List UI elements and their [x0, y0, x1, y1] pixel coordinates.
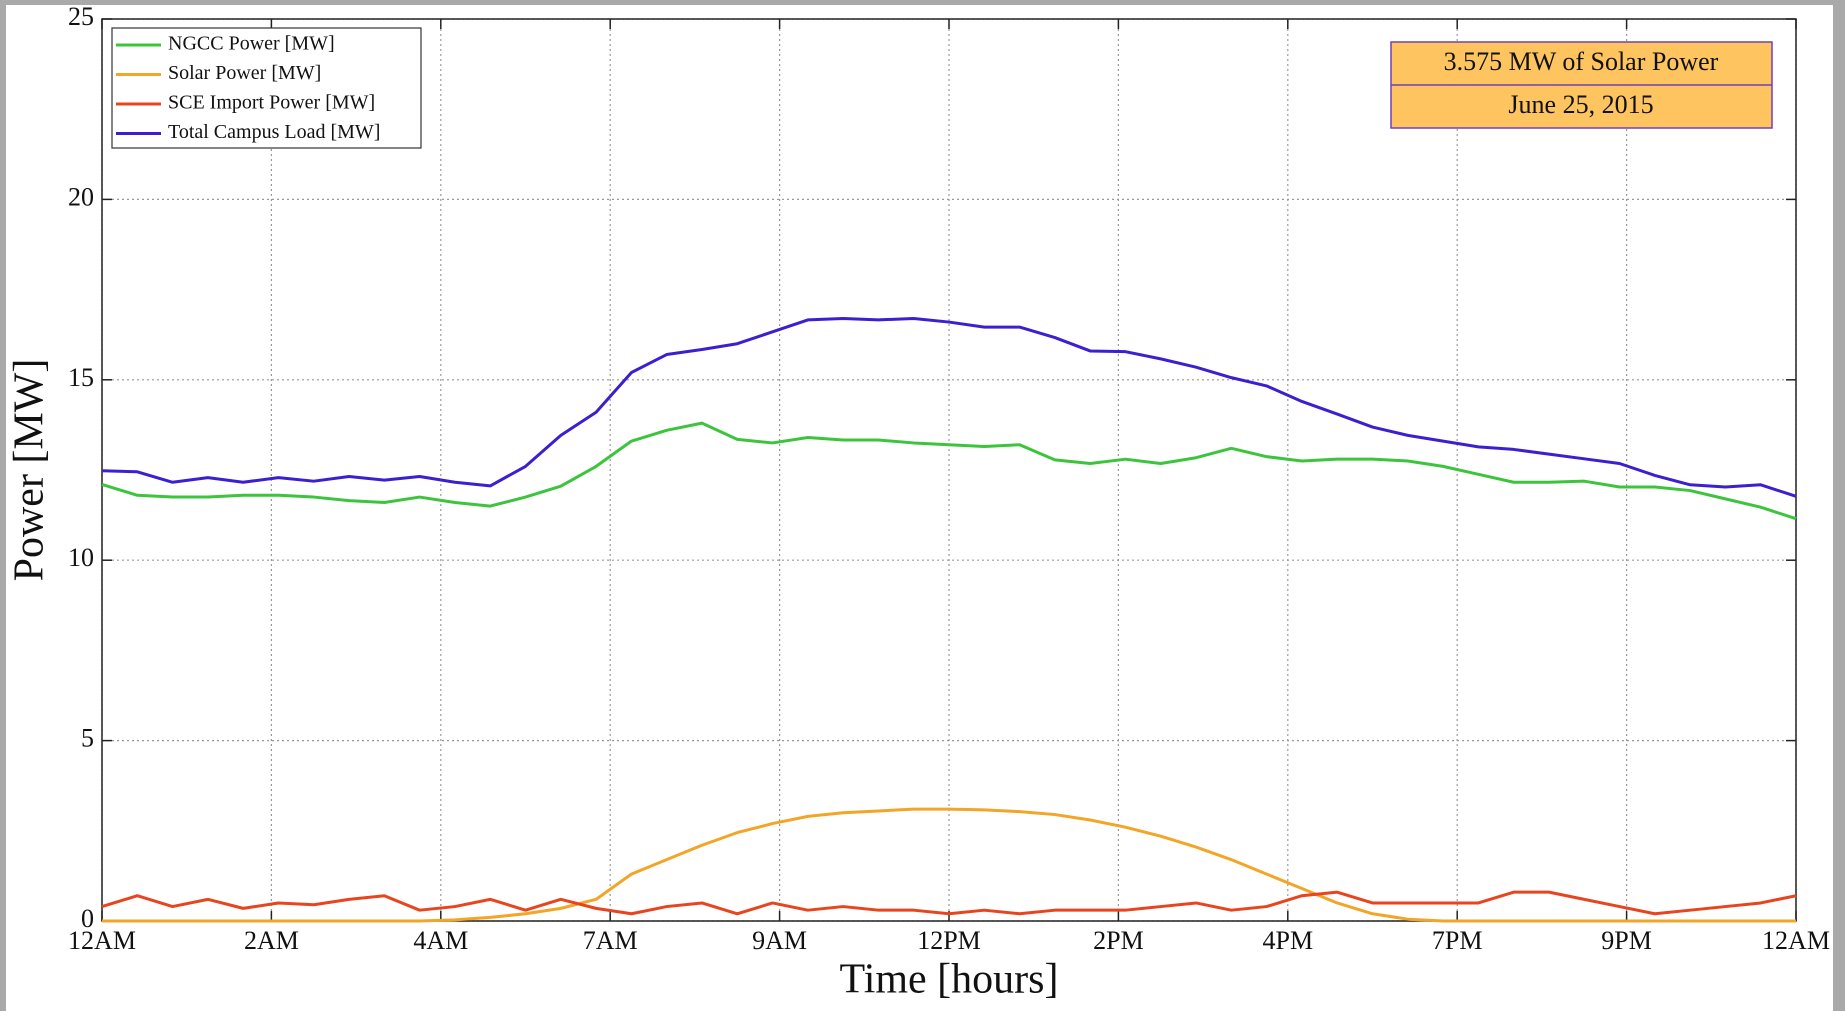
legend-box: [111, 27, 422, 149]
x-tick-label: 2PM: [1093, 926, 1144, 955]
y-tick-label: 10: [68, 543, 94, 572]
plot-frame: [101, 18, 1797, 922]
y-tick-label: 25: [68, 2, 94, 31]
legend: NGCC Power [MW] Solar Power [MW] SCE Impor…: [111, 27, 422, 149]
y-tick-label: 20: [68, 182, 94, 211]
x-tick-label: 9PM: [1601, 926, 1652, 955]
series-line: [101, 421, 1797, 521]
x-tick-label: 12PM: [917, 926, 981, 955]
x-tick-label: 7AM: [583, 926, 638, 955]
x-tick-label: 4AM: [413, 926, 468, 955]
x-tick-label: 4PM: [1263, 926, 1314, 955]
annotation: 3.575 MW of Solar Power: [1444, 47, 1719, 76]
series-line: [101, 890, 1797, 916]
legend-label: NGCC Power [MW]: [168, 33, 335, 55]
annotation-box: 3.575 MW of Solar Power June 25, 2015: [1390, 41, 1773, 129]
x-tick-label: 9AM: [752, 926, 807, 955]
x-tick-label: 2AM: [244, 926, 299, 955]
y-tick-label: 5: [81, 724, 94, 753]
canvas-background: [6, 5, 1833, 1011]
series-line: [102, 807, 1796, 923]
legend-label: Total Campus Load [MW]: [168, 121, 380, 143]
legend-label: SCE Import Power [MW]: [168, 92, 375, 114]
y-tick-label: 0: [81, 904, 94, 933]
x-tick-label: 7PM: [1432, 926, 1483, 955]
y-axis-title: Power [MW]: [7, 359, 53, 582]
y-tick-label: 15: [68, 363, 94, 392]
x-axis-title: Time [hours]: [840, 957, 1059, 1003]
x-tick-label: 12AM: [1762, 926, 1830, 955]
annotation: June 25, 2015: [1508, 90, 1653, 119]
x-tick-label: 12AM: [68, 926, 136, 955]
series: [101, 316, 1797, 923]
series-line: [101, 316, 1797, 498]
legend-label: Solar Power [MW]: [168, 62, 321, 84]
